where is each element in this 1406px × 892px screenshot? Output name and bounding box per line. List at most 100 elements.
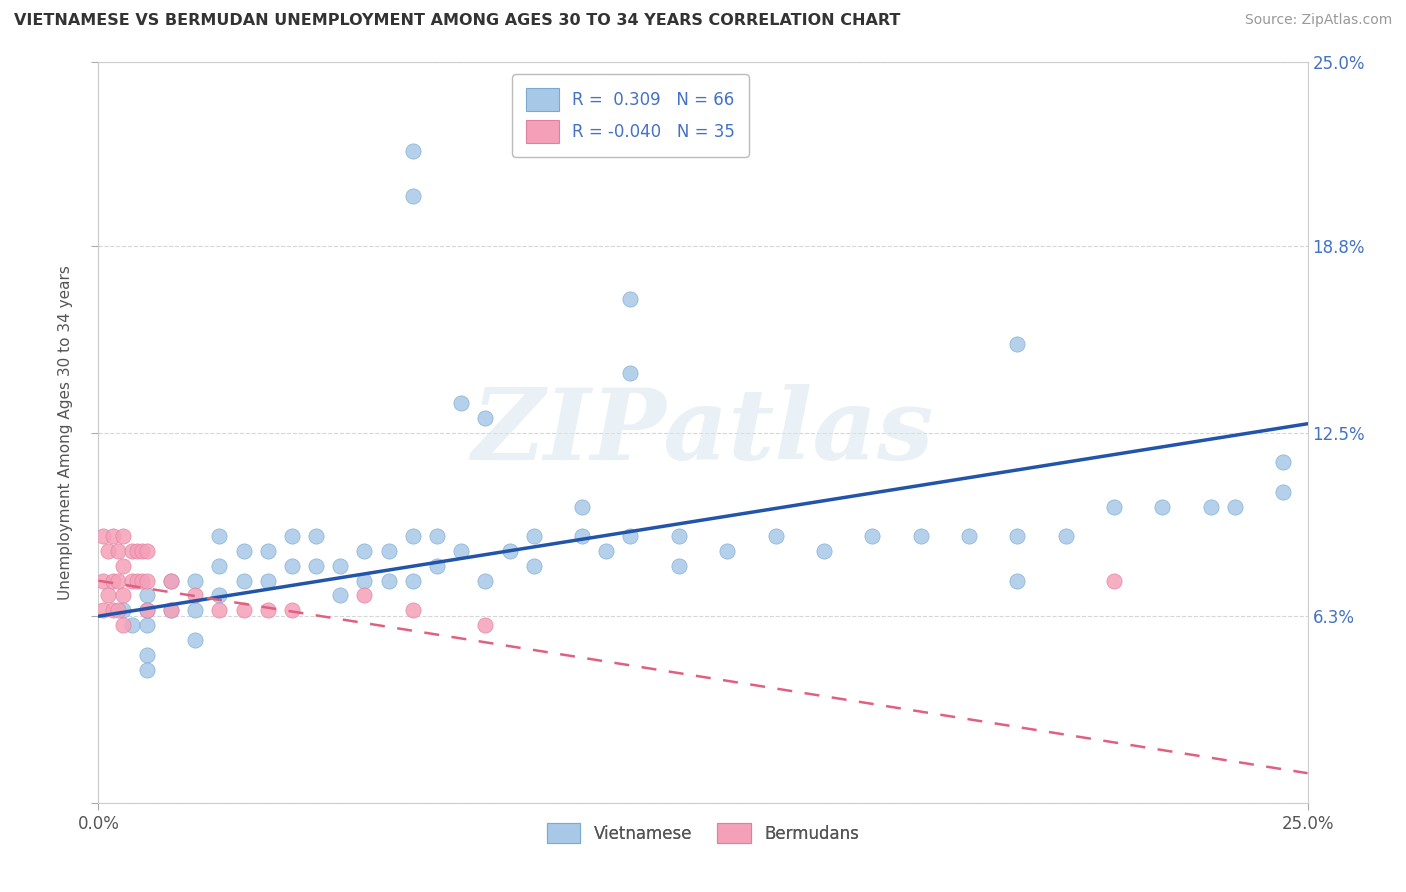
Point (957, 529, 980, 543)
Point (716, 544, 738, 558)
Point (208, 589, 231, 603)
Point (426, 558, 449, 573)
Point (101, 529, 124, 543)
Point (813, 544, 835, 558)
Point (474, 410, 496, 425)
Point (184, 632, 207, 647)
Point (135, 544, 157, 558)
Point (281, 558, 304, 573)
Y-axis label: Unemployment Among Ages 30 to 34 years: Unemployment Among Ages 30 to 34 years (58, 265, 73, 600)
Point (860, 529, 883, 543)
Point (111, 618, 134, 632)
Point (232, 544, 254, 558)
Point (256, 544, 278, 558)
Point (402, 574, 425, 588)
Point (305, 558, 328, 573)
Point (1102, 574, 1125, 588)
Point (91, 574, 114, 588)
Point (450, 396, 472, 410)
Point (668, 529, 690, 543)
Point (523, 558, 546, 573)
Point (111, 589, 134, 603)
Point (523, 529, 546, 543)
Point (402, 529, 425, 543)
Point (160, 574, 183, 588)
Point (1152, 500, 1174, 514)
Point (1102, 500, 1125, 514)
Point (1272, 455, 1295, 469)
Point (232, 574, 254, 588)
Point (1054, 529, 1077, 543)
Point (135, 663, 157, 677)
Point (111, 603, 134, 617)
Point (101, 574, 124, 588)
Point (160, 574, 183, 588)
Point (121, 574, 143, 588)
Point (97, 589, 120, 603)
Point (305, 529, 328, 543)
Point (184, 589, 207, 603)
Point (135, 603, 157, 617)
Point (377, 544, 399, 558)
Point (107, 544, 129, 558)
Text: VIETNAMESE VS BERMUDAN UNEMPLOYMENT AMONG AGES 30 TO 34 YEARS CORRELATION CHART: VIETNAMESE VS BERMUDAN UNEMPLOYMENT AMON… (14, 13, 900, 29)
Point (111, 558, 134, 573)
Point (281, 529, 304, 543)
Point (101, 603, 124, 617)
Point (402, 145, 425, 159)
Point (450, 544, 472, 558)
Point (121, 618, 143, 632)
Point (208, 603, 231, 617)
Point (97, 544, 120, 558)
Point (1199, 500, 1222, 514)
Point (619, 293, 641, 307)
Point (353, 544, 375, 558)
Point (474, 618, 496, 632)
Point (910, 529, 932, 543)
Point (160, 603, 183, 617)
Legend: Vietnamese, Bermudans: Vietnamese, Bermudans (540, 816, 866, 850)
Point (426, 529, 449, 543)
Point (498, 544, 520, 558)
Point (256, 603, 278, 617)
Point (353, 574, 375, 588)
Point (402, 603, 425, 617)
Point (160, 603, 183, 617)
Point (232, 603, 254, 617)
Point (135, 574, 157, 588)
Point (329, 589, 352, 603)
Point (668, 558, 690, 573)
Point (107, 603, 129, 617)
Point (135, 603, 157, 617)
Point (131, 544, 153, 558)
Point (571, 529, 593, 543)
Point (127, 574, 149, 588)
Point (377, 574, 399, 588)
Point (474, 574, 496, 588)
Text: ZIPatlas: ZIPatlas (472, 384, 934, 481)
Point (184, 603, 207, 617)
Point (256, 574, 278, 588)
Point (1007, 529, 1029, 543)
Point (208, 558, 231, 573)
Point (184, 574, 207, 588)
Text: Source: ZipAtlas.com: Source: ZipAtlas.com (1244, 13, 1392, 28)
Point (619, 529, 641, 543)
Point (135, 648, 157, 662)
Point (91, 603, 114, 617)
Point (127, 544, 149, 558)
Point (329, 558, 352, 573)
Point (1007, 336, 1029, 351)
Point (281, 603, 304, 617)
Point (402, 188, 425, 202)
Point (208, 529, 231, 543)
Point (131, 574, 153, 588)
Point (107, 574, 129, 588)
Point (135, 618, 157, 632)
Point (1272, 484, 1295, 499)
Point (595, 544, 617, 558)
Point (121, 544, 143, 558)
Point (571, 500, 593, 514)
Point (353, 589, 375, 603)
Point (135, 589, 157, 603)
